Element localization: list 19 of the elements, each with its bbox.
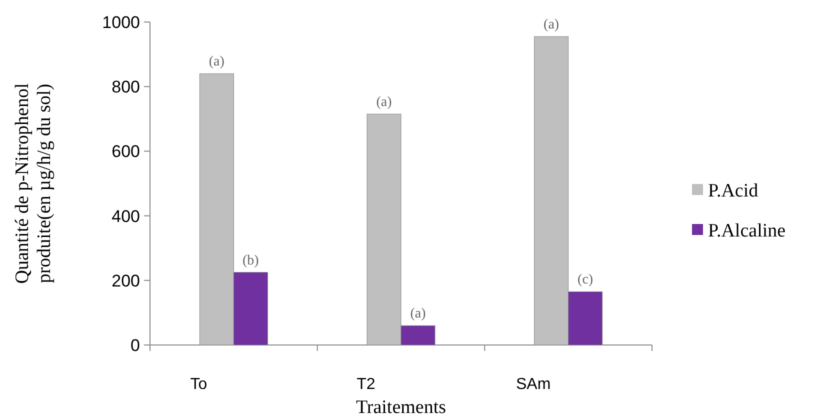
x-axis-title: Traitements bbox=[356, 397, 446, 418]
annotation: (c) bbox=[578, 272, 594, 288]
annotation: (a) bbox=[208, 54, 225, 70]
y-tick-label: 0 bbox=[130, 336, 140, 355]
x-tick-label: SAm bbox=[516, 376, 551, 393]
annotation: (a) bbox=[544, 18, 560, 33]
y-tick-label: 400 bbox=[112, 206, 140, 226]
y-tick-label: 1000 bbox=[102, 12, 140, 32]
annotation: (a) bbox=[410, 306, 426, 322]
legend-label: P.Acid bbox=[708, 180, 759, 202]
y-tick-label: 200 bbox=[112, 271, 140, 290]
x-tick-label: To bbox=[190, 376, 208, 393]
y-axis-title: Quantité de p-Nitrophenol produite(en µg/h/g du sol) bbox=[12, 83, 55, 284]
annotation: (a) bbox=[376, 95, 392, 110]
y-tick-label: 800 bbox=[112, 78, 140, 97]
legend-label: P.Alcaline bbox=[708, 220, 786, 242]
y-tick-label: 600 bbox=[112, 142, 140, 162]
x-tick-label: T2 bbox=[356, 376, 376, 393]
annotation: (b) bbox=[242, 253, 260, 268]
